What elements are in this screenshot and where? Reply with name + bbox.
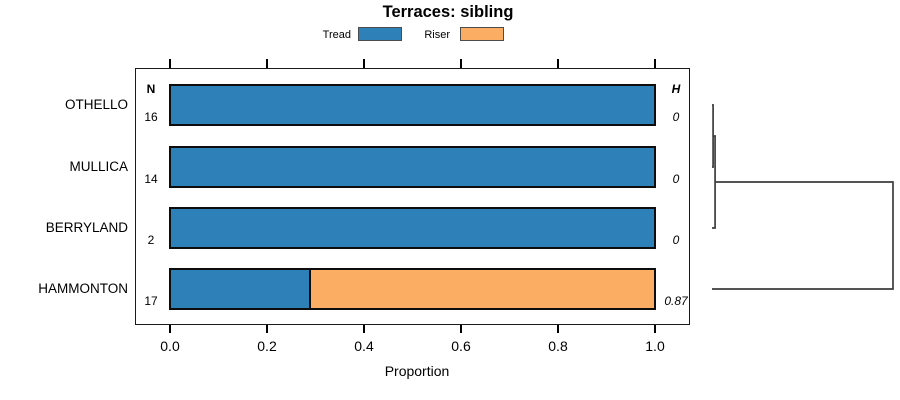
x-axis-tick-top (654, 59, 656, 68)
h-column-header: H (671, 82, 681, 96)
x-axis-tick-label: 0.4 (354, 338, 374, 354)
bar-segment-tread (171, 86, 654, 124)
bar-row (169, 146, 656, 188)
x-axis-tick-top (363, 59, 365, 68)
n-value: 2 (147, 233, 155, 247)
n-value: 14 (144, 172, 158, 186)
dendrogram-branch (712, 104, 714, 168)
x-axis-tick-bottom (266, 325, 268, 333)
x-axis-tick-label: 0.0 (160, 338, 180, 354)
x-axis-tick-bottom (460, 325, 462, 333)
legend-label-riser: Riser (424, 29, 450, 41)
x-axis-title: Proportion (384, 363, 450, 379)
bar-row (169, 268, 656, 310)
category-label: MULLICA (69, 159, 128, 174)
n-value: 16 (144, 110, 158, 124)
category-label: BERRYLAND (45, 220, 128, 235)
x-axis-tick-bottom (557, 325, 559, 333)
bar-row (169, 84, 656, 126)
x-axis-tick-label: 0.6 (451, 338, 471, 354)
dendrogram-branch (712, 135, 716, 229)
bar-segment-tread (171, 148, 654, 186)
x-axis-tick-bottom (169, 325, 171, 333)
x-axis-tick-top (266, 59, 268, 68)
x-axis-tick-label: 0.2 (257, 338, 277, 354)
bar-segment-tread (171, 209, 654, 247)
h-value: 0.87 (664, 294, 688, 308)
h-value: 0 (672, 110, 680, 124)
x-axis-tick-label: 0.8 (548, 338, 568, 354)
x-axis-tick-top (557, 59, 559, 68)
category-label: HAMMONTON (38, 281, 128, 296)
x-axis-tick-bottom (363, 325, 365, 333)
plot-area (135, 68, 690, 325)
x-axis-tick-top (460, 59, 462, 68)
legend-label-tread: Tread (322, 29, 351, 41)
dendrogram-branch (712, 181, 894, 290)
x-axis-tick-bottom (654, 325, 656, 333)
n-value: 17 (144, 294, 158, 308)
n-column-header: N (146, 82, 156, 96)
h-value: 0 (672, 233, 680, 247)
category-label: OTHELLO (64, 97, 128, 112)
h-value: 0 (672, 172, 680, 186)
x-axis-tick-label: 1.0 (645, 338, 665, 354)
legend-swatch-tread-icon (358, 27, 402, 41)
bar-segment-tread (171, 270, 312, 308)
x-axis-tick-top (169, 59, 171, 68)
legend-swatch-riser-icon (460, 27, 504, 41)
bar-row (169, 207, 656, 249)
bar-segment-riser (311, 270, 654, 308)
chart-title: Terraces: sibling (382, 3, 514, 21)
